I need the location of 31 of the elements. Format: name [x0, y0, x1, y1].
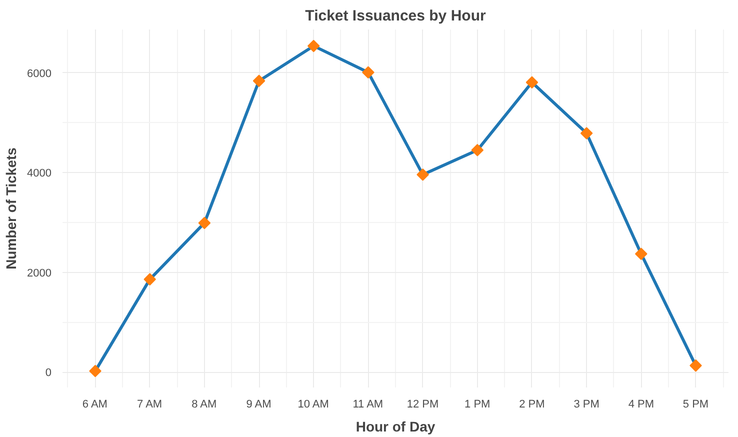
x-tick-label: 5 PM [682, 398, 709, 410]
x-tick-label: 1 PM [464, 398, 490, 410]
point [416, 168, 429, 181]
point [252, 74, 266, 88]
y-tick-label: 6000 [27, 68, 52, 80]
point [635, 248, 648, 260]
point [362, 66, 374, 79]
y-tick-label: 2000 [27, 267, 52, 280]
x-tick-label: 9 AM [246, 398, 272, 410]
x-tick-label: 10 AM [298, 398, 329, 410]
point [526, 76, 538, 89]
x-tick-label: 8 AM [192, 398, 217, 410]
x-tick-label: 7 AM [137, 398, 162, 410]
y-tick-label: 0 [45, 367, 52, 380]
point [89, 364, 102, 378]
x-tick-label: 4 PM [628, 398, 654, 410]
point [471, 144, 484, 156]
chart-title: Ticket Issuances by Hour [305, 8, 486, 24]
x-tick-label: 11 AM [352, 398, 384, 410]
point [580, 127, 593, 140]
y-tick-label: 4000 [27, 168, 52, 180]
x-tick-label: 12 PM [406, 398, 439, 410]
x-tick-label: 6 AM [82, 398, 108, 410]
x-axis-title: Hour of Day [356, 418, 436, 434]
y-axis-title: Number of Tickets [3, 147, 20, 270]
x-tick-label: 2 PM [519, 398, 545, 410]
point [307, 40, 320, 52]
point [690, 359, 702, 372]
x-tick-label: 3 PM [574, 398, 600, 410]
point [198, 216, 211, 230]
point [144, 273, 156, 286]
